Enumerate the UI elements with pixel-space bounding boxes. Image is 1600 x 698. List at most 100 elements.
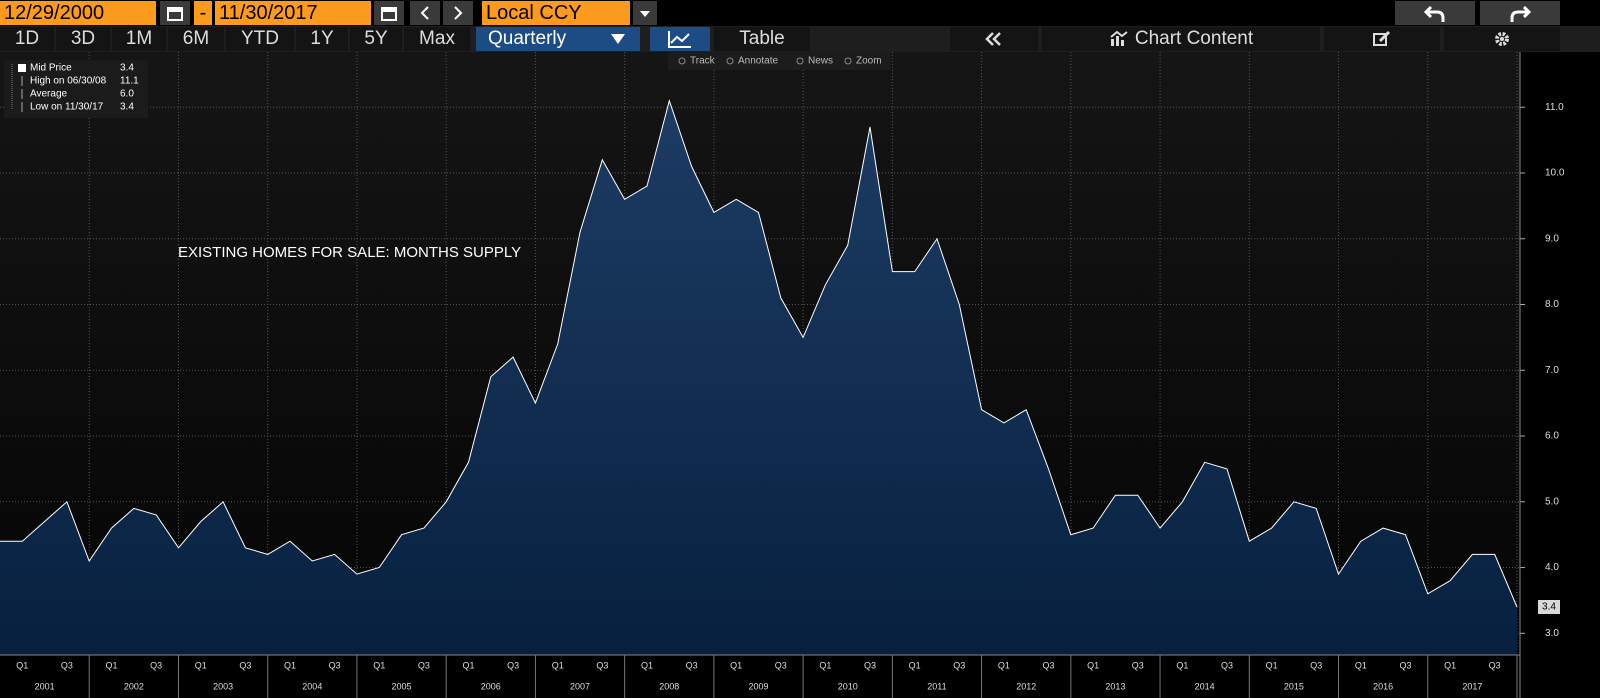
collapse-icon xyxy=(985,32,1001,46)
x-tick-label: Q3 xyxy=(150,660,162,670)
legend-value: 3.4 xyxy=(120,63,134,74)
x-tick-label: Q3 xyxy=(686,660,698,670)
x-tick-label: Q1 xyxy=(909,660,921,670)
x-tick-label: Q3 xyxy=(418,660,430,670)
x-tick-label: Q1 xyxy=(373,660,385,670)
x-tick-label: Q3 xyxy=(775,660,787,670)
range-tab[interactable]: 1D xyxy=(0,27,54,51)
calendar-button[interactable] xyxy=(374,1,404,25)
x-tick-label: Q1 xyxy=(819,660,831,670)
range-tab[interactable]: 1M xyxy=(112,27,166,51)
chart-icon xyxy=(668,31,691,48)
x-tick-label: Q3 xyxy=(953,660,965,670)
prev-button[interactable] xyxy=(410,1,440,25)
legend-label: High on 06/30/08 xyxy=(30,76,107,87)
range-tab[interactable]: 6M xyxy=(168,27,224,51)
y-tick-label: 6.0 xyxy=(1545,431,1559,442)
year-label: 2015 xyxy=(1284,681,1304,691)
year-label: 2011 xyxy=(927,681,946,691)
chart-tool-icon xyxy=(726,57,734,65)
last-value-label: 3.4 xyxy=(1542,602,1556,613)
chart-view-button[interactable] xyxy=(650,27,710,51)
x-tick-label: Q3 xyxy=(1399,660,1411,670)
x-tick-label: Q1 xyxy=(1087,660,1099,670)
area-fill xyxy=(0,100,1517,655)
top-toolbar: 12/29/2000 - 11/30/2017 Local CCY xyxy=(0,0,1600,26)
next-button[interactable] xyxy=(443,1,473,25)
dropdown-icon xyxy=(640,11,650,17)
chart-tool[interactable]: Annotate xyxy=(738,56,778,67)
y-tick-label: 3.0 xyxy=(1545,628,1559,639)
year-label: 2009 xyxy=(748,681,768,691)
x-tick-label: Q3 xyxy=(61,660,73,670)
legend: Mid Price 3.4 High on 06/30/08 11.1 Average 6… xyxy=(11,63,139,113)
dropdown-icon xyxy=(611,34,625,44)
chart-tool-icon xyxy=(678,57,686,65)
range-tab[interactable]: 3D xyxy=(56,27,110,51)
settings-button[interactable] xyxy=(1444,27,1560,51)
legend-box xyxy=(4,60,148,118)
next-icon xyxy=(454,6,463,20)
year-label: 2005 xyxy=(392,681,412,691)
range-tab[interactable]: 1Y xyxy=(296,27,348,51)
year-label: 2007 xyxy=(570,681,590,691)
legend-value: 3.4 xyxy=(120,102,134,113)
x-tick-label: Q1 xyxy=(1266,660,1278,670)
collapse-button[interactable] xyxy=(950,27,1038,51)
prev-icon xyxy=(420,6,429,20)
x-tick-label: Q1 xyxy=(195,660,207,670)
undo-button[interactable] xyxy=(1395,1,1475,25)
axis-background xyxy=(1520,52,1600,698)
x-tick-label: Q1 xyxy=(16,660,28,670)
y-tick-label: 5.0 xyxy=(1545,496,1559,507)
chart: 3.0 4.0 5.0 6.0 7.0 8.0 9.0 10.0 11.0 Q1 Q3 2001 Q1 Q… xyxy=(0,52,1600,698)
range-tab[interactable]: YTD xyxy=(226,27,294,51)
chart-tool[interactable]: Track xyxy=(690,56,716,67)
x-tick-label: Q3 xyxy=(1489,660,1501,670)
y-tick-label: 8.0 xyxy=(1545,299,1559,310)
line xyxy=(0,98,1518,608)
y-tick-label: 11.0 xyxy=(1545,102,1564,113)
x-tick-label: Q3 xyxy=(239,660,251,670)
x-tick-label: Q1 xyxy=(641,660,653,670)
x-tick-label: Q3 xyxy=(329,660,341,670)
x-tick-label: Q3 xyxy=(864,660,876,670)
year-label: 2016 xyxy=(1373,681,1393,691)
x-tick-label: Q3 xyxy=(1310,660,1322,670)
range-tab[interactable]: Max xyxy=(404,27,470,51)
frequency-label: Quarterly xyxy=(488,28,567,49)
x-tick-label: Q1 xyxy=(552,660,564,670)
legend-label: Mid Price xyxy=(30,63,72,74)
edit-icon xyxy=(1373,30,1391,46)
chart-tool[interactable]: News xyxy=(808,56,833,67)
year-label: 2010 xyxy=(838,681,858,691)
x-tick-label: Q1 xyxy=(730,660,742,670)
x-tick-label: Q1 xyxy=(106,660,118,670)
currency-dropdown[interactable] xyxy=(633,1,657,25)
table-button[interactable]: Table xyxy=(714,27,810,51)
redo-icon xyxy=(1510,5,1532,22)
year-label: 2013 xyxy=(1105,681,1125,691)
calendar-button[interactable] xyxy=(160,1,190,25)
x-tick-label: Q1 xyxy=(1444,660,1456,670)
currency-select[interactable]: Local CCY xyxy=(482,1,630,25)
year-label: 2008 xyxy=(659,681,679,691)
axes: 3.0 4.0 5.0 6.0 7.0 8.0 9.0 10.0 11.0 Q1 Q3 2001 Q1 Q… xyxy=(0,52,1565,698)
range-tab[interactable]: 5Y xyxy=(350,27,402,51)
annotation: EXISTING HOMES FOR SALE: MONTHS SUPPLY xyxy=(178,244,521,261)
x-tick-label: Q3 xyxy=(1221,660,1233,670)
frequency-select[interactable]: Quarterly xyxy=(476,27,640,51)
year-label: 2004 xyxy=(302,681,322,691)
year-label: 2012 xyxy=(1016,681,1036,691)
chart-tool[interactable]: Zoom xyxy=(856,56,882,67)
chart-tool-icon xyxy=(796,57,804,65)
chart-tools-background xyxy=(668,52,890,70)
chart-content-button[interactable]: Chart Content xyxy=(1042,27,1320,51)
end-date[interactable]: 11/30/2017 xyxy=(215,1,371,25)
start-date[interactable]: 12/29/2000 xyxy=(0,1,156,25)
redo-button[interactable] xyxy=(1480,1,1560,25)
legend-label: Average xyxy=(30,89,68,100)
calendar-icon xyxy=(381,7,397,21)
edit-button[interactable] xyxy=(1324,27,1440,51)
